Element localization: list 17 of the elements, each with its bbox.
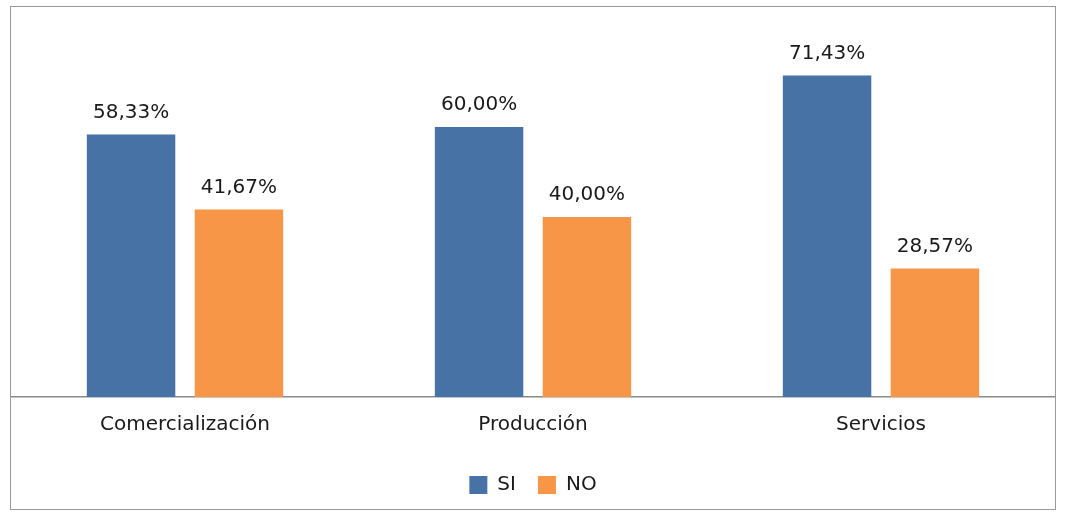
data-label: 41,67%: [200, 173, 278, 198]
legend-label: NO: [565, 471, 597, 496]
bar: [782, 75, 872, 397]
x-tick-label: Comercialización: [100, 411, 270, 436]
data-label: 58,33%: [92, 98, 170, 123]
data-label: 28,57%: [896, 232, 974, 257]
x-tick-label: Producción: [478, 411, 588, 436]
data-label: 40,00%: [548, 181, 626, 206]
bar: [86, 134, 176, 397]
bar: [194, 209, 284, 397]
data-label: 71,43%: [788, 39, 866, 64]
x-tick-label: Servicios: [836, 411, 926, 436]
legend-label: SI: [497, 471, 516, 496]
bar: [890, 268, 980, 397]
bar: [434, 127, 524, 397]
data-label: 60,00%: [440, 91, 518, 116]
bar: [542, 217, 632, 397]
